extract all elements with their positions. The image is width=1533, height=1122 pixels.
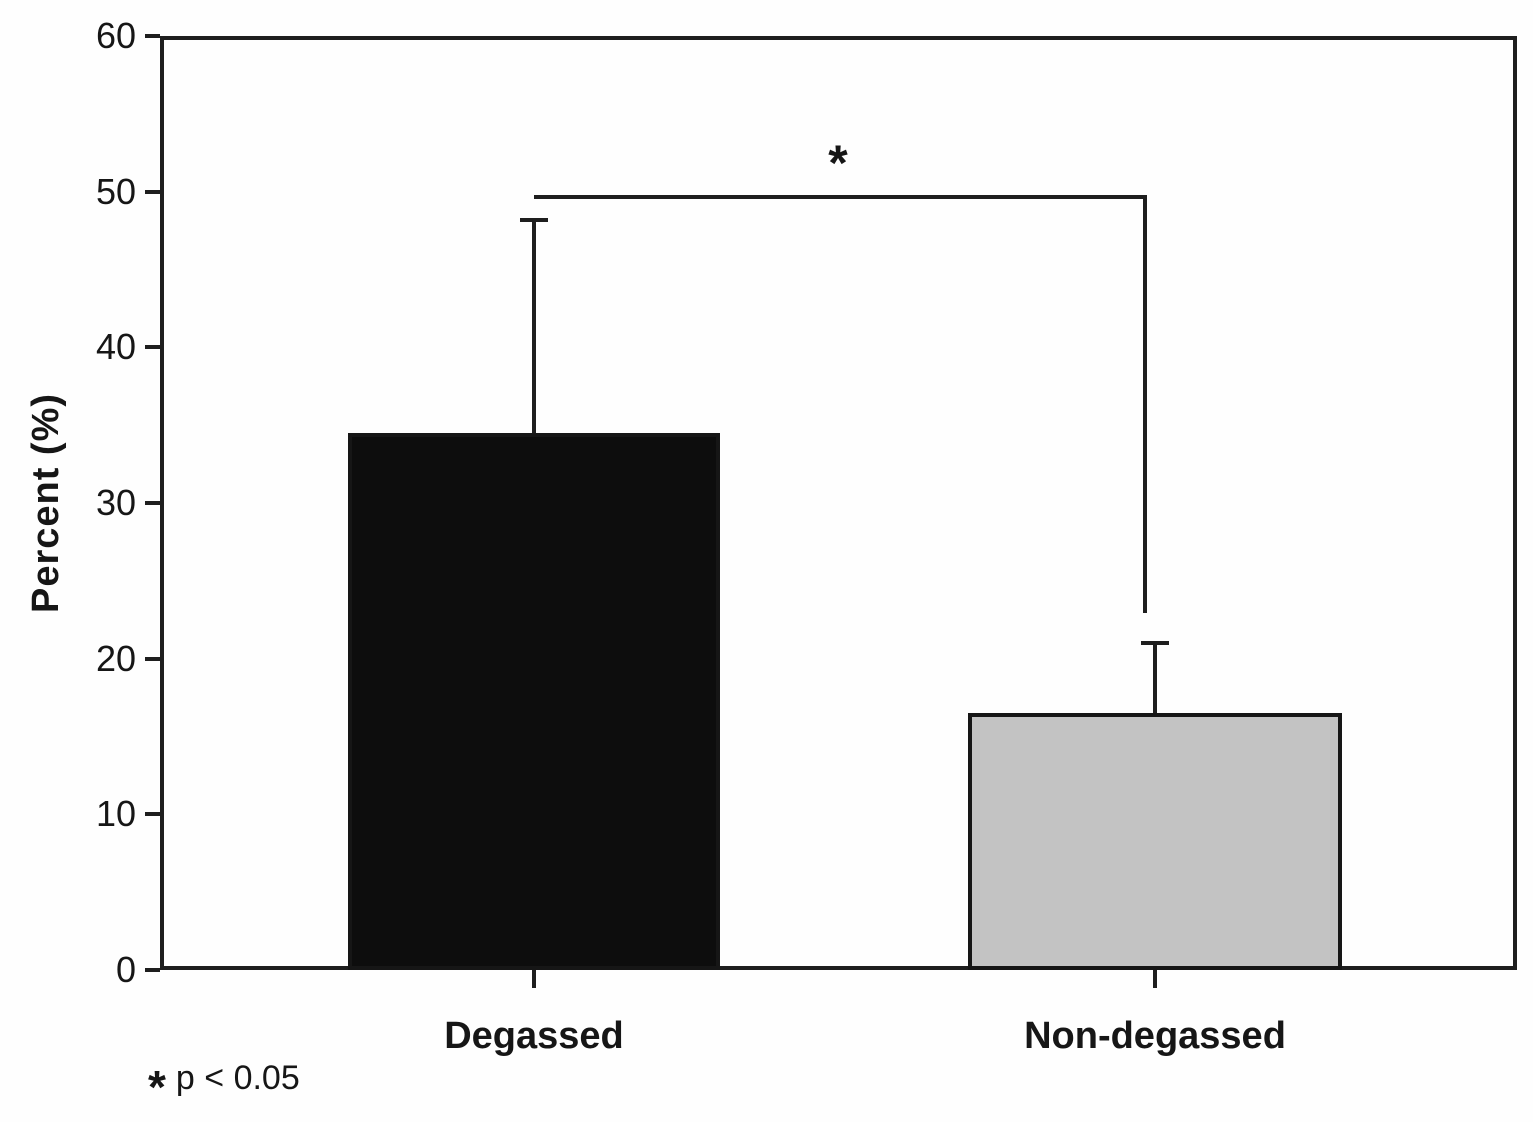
y-axis-tick	[145, 34, 160, 38]
error-bar-cap	[520, 217, 548, 222]
y-tick-label: 20	[95, 637, 136, 679]
error-bar-cap	[1141, 641, 1169, 646]
y-axis-tick	[145, 656, 160, 661]
y-tick-label: 40	[95, 326, 136, 368]
error-bar-stem	[1153, 643, 1157, 714]
x-axis-tick	[1153, 970, 1157, 988]
significance-bracket-horizontal	[534, 195, 1147, 199]
footnote: * p < 0.05	[148, 1050, 300, 1113]
y-tick-label: 50	[95, 170, 136, 212]
x-tick-label-degassed: Degassed	[444, 1015, 624, 1057]
footnote-asterisk: *	[148, 1061, 166, 1113]
y-axis-tick	[145, 968, 160, 972]
x-axis-tick	[532, 970, 536, 988]
x-tick-label-non-degassed: Non-degassed	[1024, 1015, 1286, 1057]
error-bar-stem	[532, 219, 536, 433]
y-axis-tick	[145, 812, 160, 817]
y-axis-tick	[145, 501, 160, 505]
bar-non-degassed	[968, 713, 1342, 970]
significance-bracket-vertical	[1143, 195, 1147, 613]
significance-asterisk: *	[828, 135, 848, 191]
y-axis-title: Percent (%)	[25, 392, 67, 614]
y-axis-tick	[145, 189, 160, 194]
y-tick-label: 30	[95, 482, 136, 523]
y-tick-label: 10	[95, 793, 136, 835]
y-axis-tick	[145, 345, 160, 350]
plot-frame	[160, 36, 1517, 970]
y-tick-label: 60	[95, 15, 136, 56]
bar-degassed	[348, 432, 720, 970]
footnote-text: p < 0.05	[175, 1058, 300, 1097]
y-tick-label: 0	[115, 949, 136, 990]
